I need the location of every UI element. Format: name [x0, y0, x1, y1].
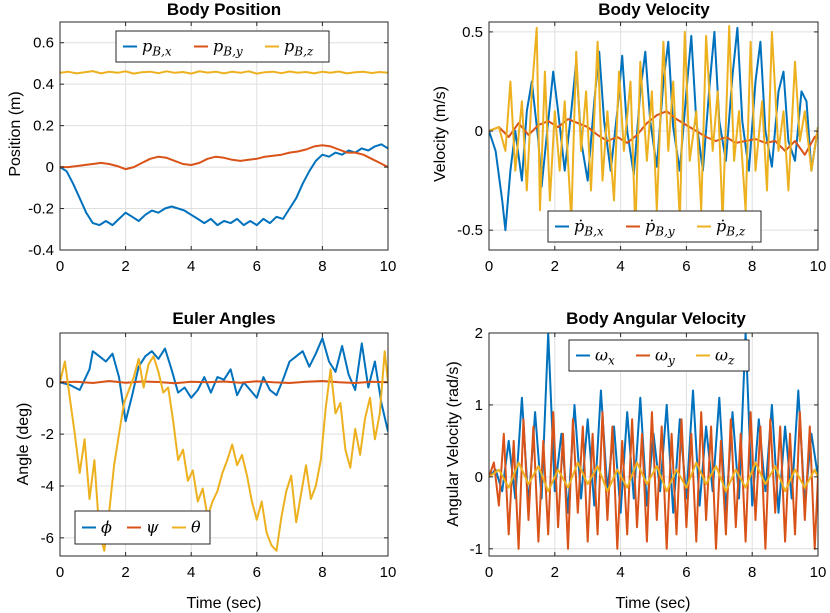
- y-axis-label: Angle (deg): [15, 403, 32, 486]
- y-axis-label: Velocity (m/s): [432, 86, 449, 182]
- series-line-2: [60, 380, 388, 385]
- legend: ωx ωy ωz: [568, 339, 750, 372]
- series-line-3: [60, 350, 388, 552]
- y-tick-label: -0.5: [457, 222, 483, 239]
- x-tick-label: 8: [318, 258, 326, 275]
- panel-title: Euler Angles: [172, 309, 275, 328]
- y-tick-label: -0.4: [28, 242, 54, 259]
- x-tick-label: 6: [253, 258, 261, 275]
- x-tick-label: 10: [380, 258, 397, 275]
- x-tick-label: 6: [682, 564, 690, 581]
- y-tick-label: -2: [41, 426, 54, 443]
- x-tick-label: 8: [748, 258, 756, 275]
- series-line-1: [60, 337, 388, 432]
- panel-title: Body Position: [167, 0, 281, 19]
- x-tick-label: 6: [682, 258, 690, 275]
- series-line-3: [489, 461, 818, 493]
- x-tick-label: 4: [187, 564, 195, 581]
- panel-title: Body Angular Velocity: [566, 309, 746, 328]
- y-tick-label: -6: [41, 530, 54, 547]
- panel-euler-angles: Euler Angles Angle (deg) Time (sec) 0 2 4 6…: [15, 309, 396, 612]
- x-tick-label: 8: [318, 564, 326, 581]
- x-tick-label: 0: [56, 564, 64, 581]
- plot-area: [60, 70, 388, 227]
- legend-box: [74, 510, 211, 545]
- series-line-1: [60, 143, 388, 227]
- series-line-2: [60, 144, 388, 171]
- x-tick-label: 2: [551, 258, 559, 275]
- legend-label: ṗB,y: [645, 217, 675, 239]
- legend-label: ωz: [715, 346, 735, 368]
- x-tick-label: 0: [485, 564, 493, 581]
- axes-frame: [59, 332, 389, 557]
- y-tick-label: 0.2: [33, 118, 54, 135]
- x-tick-label: 10: [810, 258, 827, 275]
- legend-box: [115, 30, 330, 63]
- panel-body-position: Body Position Position (m) 0 2 4 6 8 10 -0.4 -0…: [7, 0, 396, 275]
- legend-label: θ: [191, 518, 201, 537]
- series-line-3: [60, 70, 388, 75]
- panel-body-angular-velocity: Body Angular Velocity Angular Velocity (…: [445, 309, 826, 612]
- x-tick-label: 6: [253, 564, 261, 581]
- axes-frame: [488, 332, 819, 557]
- series-line-2: [489, 411, 818, 550]
- legend-label: pB,y: [213, 37, 243, 59]
- legend-label: ṗB,z: [716, 217, 746, 239]
- x-tick-label: 8: [748, 564, 756, 581]
- y-tick-label: -1: [470, 541, 483, 558]
- y-tick-label: 2: [475, 325, 483, 342]
- axes-frame: [59, 21, 389, 251]
- x-tick-label: 2: [551, 564, 559, 581]
- x-axis-label: Time (sec): [187, 595, 262, 612]
- tick-labels: 0 2 4 6 8 10 -0.5 0 0.5: [457, 24, 826, 275]
- y-tick-label: 0.6: [33, 35, 54, 52]
- y-tick-label: 0: [46, 159, 54, 176]
- tick-labels: 0 2 4 6 8 10 -0.4 -0.2 0 0.2 0.4 0.6: [28, 35, 396, 275]
- y-tick-label: 0: [46, 374, 54, 391]
- x-tick-label: 0: [56, 258, 64, 275]
- y-tick-label: -0.2: [28, 201, 54, 218]
- legend-label: ψ: [146, 518, 159, 537]
- y-tick-label: 0: [475, 469, 483, 486]
- legend-label: ωx: [595, 346, 615, 368]
- plot-area: [60, 337, 388, 552]
- legend-box: [547, 210, 762, 243]
- legend-label: ϕ: [101, 518, 112, 537]
- legend: pB,x pB,y pB,z: [115, 30, 330, 63]
- x-tick-label: 4: [616, 564, 624, 581]
- y-tick-label: 0.4: [33, 76, 54, 93]
- x-tick-label: 2: [121, 564, 129, 581]
- y-axis-label: Angular Velocity (rad/s): [445, 361, 462, 526]
- panel-body-velocity: Body Velocity Velocity (m/s) 0 2 4 6 8 10 -0.5…: [432, 0, 826, 275]
- y-tick-label: -4: [41, 478, 54, 495]
- panel-title: Body Velocity: [598, 0, 710, 19]
- y-axis-label: Position (m): [7, 91, 24, 176]
- legend-label: ωy: [655, 346, 675, 368]
- x-tick-label: 0: [485, 258, 493, 275]
- x-tick-label: 10: [380, 564, 397, 581]
- axes-frame: [488, 21, 819, 251]
- legend-label: pB,x: [142, 37, 172, 59]
- x-tick-label: 4: [187, 258, 195, 275]
- series-line-3: [489, 25, 818, 232]
- x-axis-label: Time (sec): [616, 595, 691, 612]
- plot-area: [489, 333, 818, 550]
- tick-labels: 0 2 4 6 8 10 -6 -4 -2 0: [41, 374, 397, 581]
- y-tick-label: 1: [475, 397, 483, 414]
- legend-box: [568, 339, 750, 372]
- legend: ṗB,x ṗB,y ṗB,z: [547, 210, 762, 243]
- y-tick-label: 0.5: [462, 24, 483, 41]
- legend-label: pB,z: [284, 37, 314, 59]
- x-tick-label: 2: [121, 258, 129, 275]
- x-tick-label: 10: [810, 564, 827, 581]
- x-tick-label: 4: [616, 258, 624, 275]
- y-tick-label: 0: [475, 123, 483, 140]
- legend-label: ṗB,x: [574, 217, 604, 239]
- plot-area: [489, 25, 818, 232]
